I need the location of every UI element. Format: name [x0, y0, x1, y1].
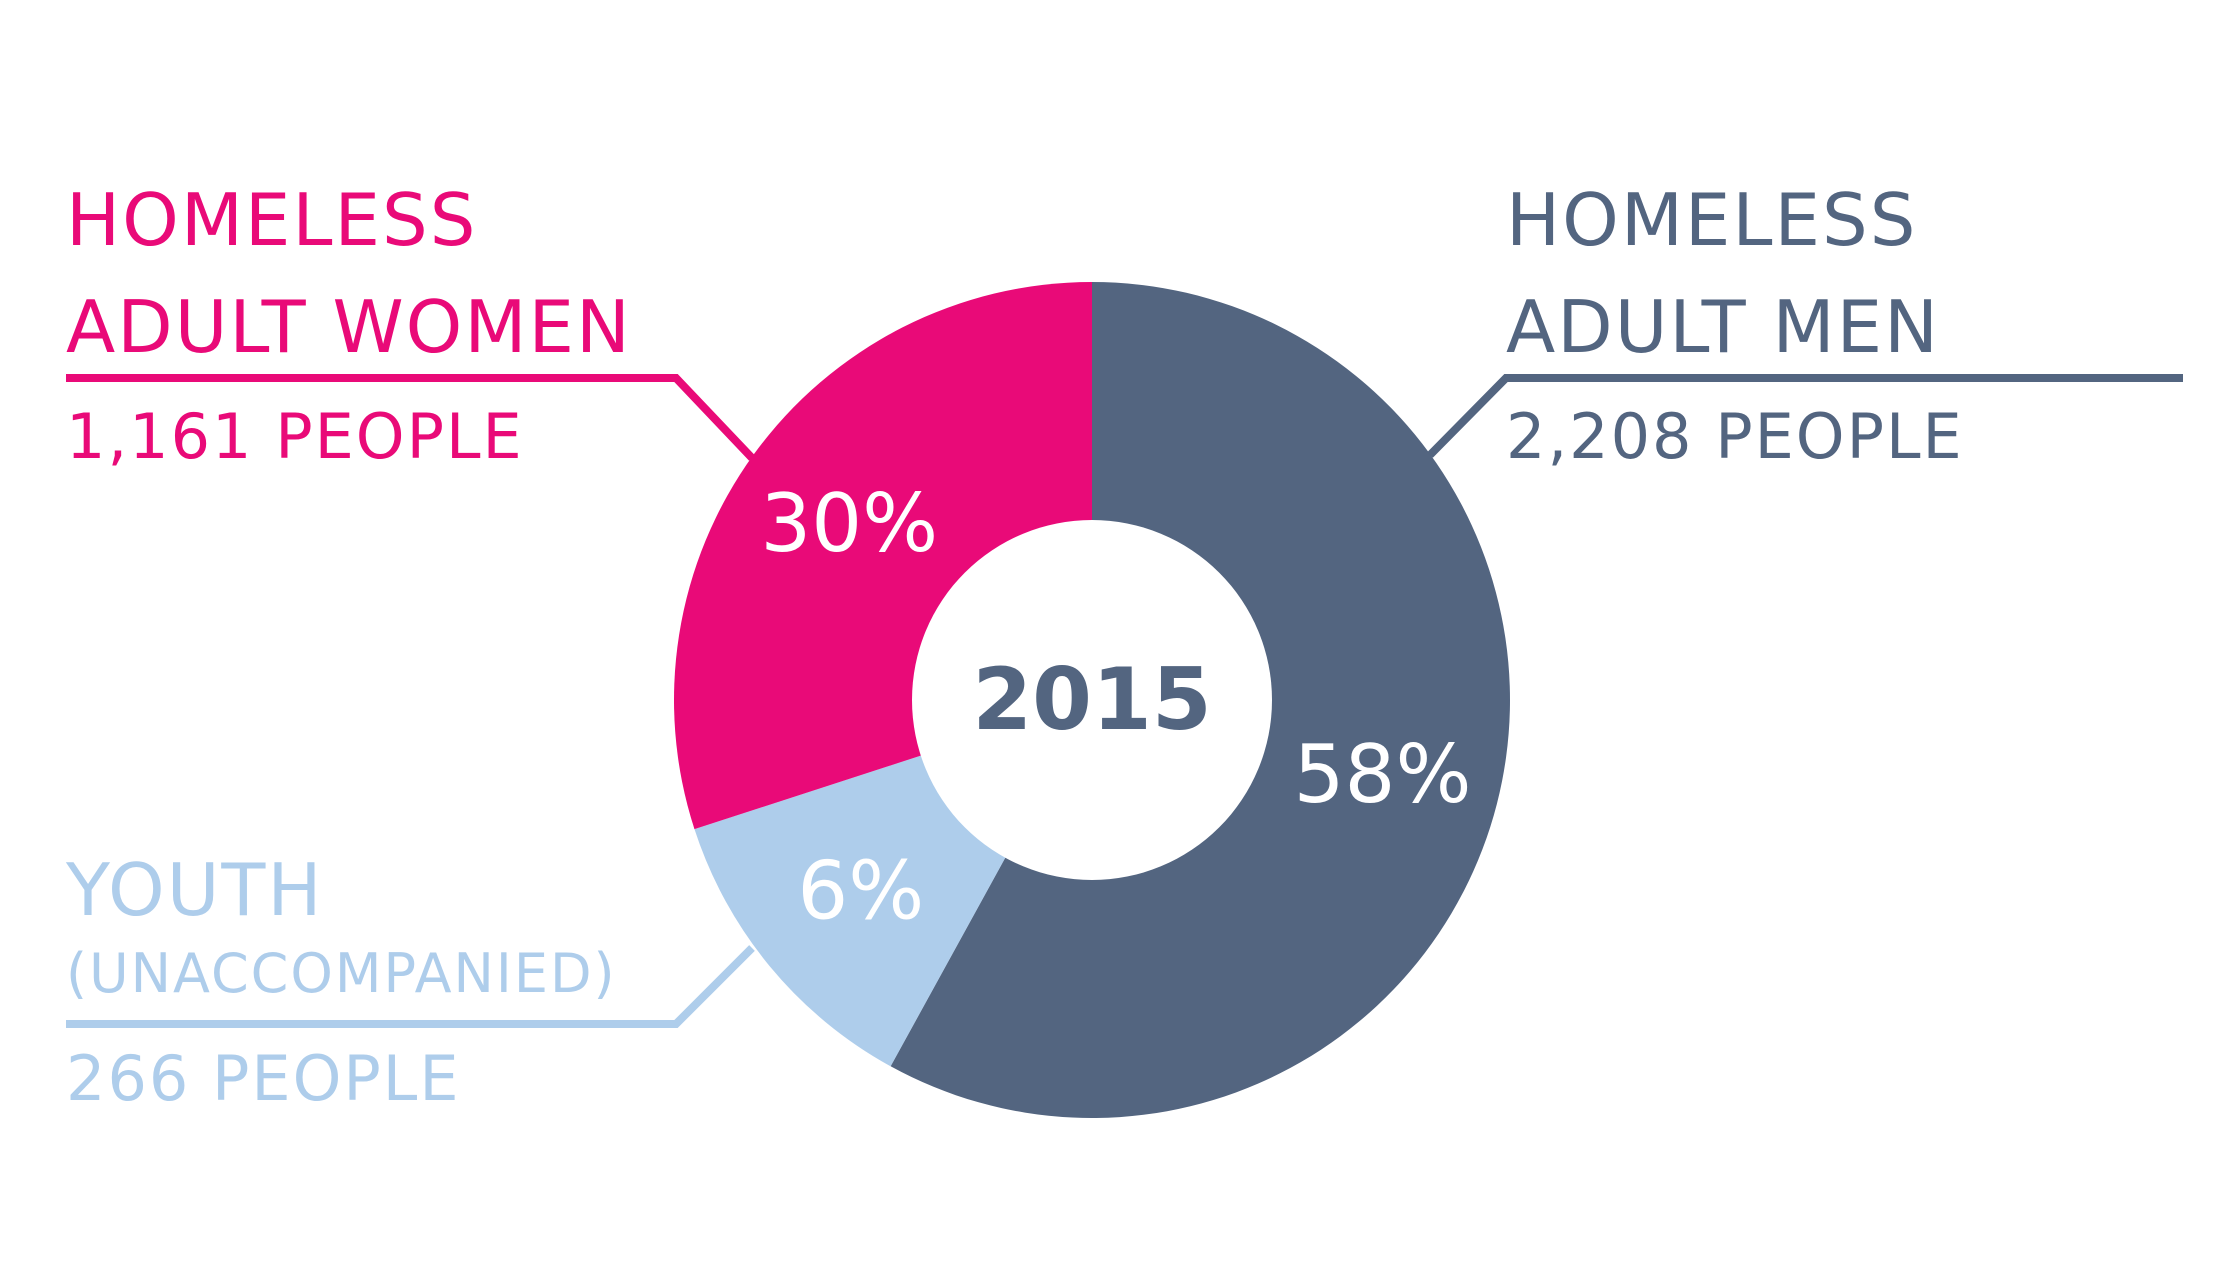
category-label-youth-line2: (UNACCOMPANIED) [66, 942, 617, 1005]
count-label-men: 2,208 PEOPLE [1506, 400, 1964, 473]
count-label-women: 1,161 PEOPLE [66, 400, 524, 473]
donut-hole [912, 520, 1272, 880]
category-label-men-line1: HOMELESS [1506, 178, 1917, 262]
category-label-men-line2: ADULT MEN [1506, 285, 1940, 369]
slice-percent-label-men: 58% [1294, 728, 1472, 821]
category-label-women-line1: HOMELESS [66, 178, 477, 262]
leader-line-youth [66, 945, 755, 1028]
category-label-women-line2: ADULT WOMEN [66, 285, 632, 369]
category-label-youth-line1: YOUTH [65, 848, 324, 932]
leader-line-women [66, 374, 755, 461]
slice-percent-label-women: 30% [760, 477, 938, 570]
leader-line-men [1427, 374, 2183, 458]
slice-percent-label-youth: 6% [797, 845, 924, 938]
count-label-youth: 266 PEOPLE [66, 1042, 461, 1115]
center-year-label: 2015 [972, 650, 1211, 750]
